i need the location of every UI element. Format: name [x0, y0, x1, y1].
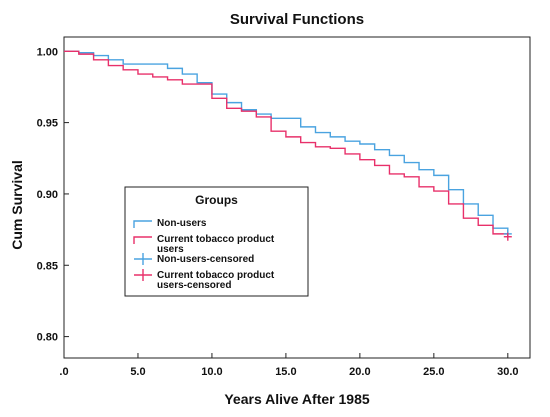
censored-markers [503, 229, 512, 241]
legend-label: Current tobacco product [157, 270, 275, 281]
legend-title: Groups [195, 193, 238, 207]
series-lines [64, 50, 509, 237]
x-tick-label: .0 [59, 366, 68, 378]
ticks: .0 5.0 10.0 15.0 20.0 25.0 30.0 1.00 0.95 0.90 0.8… [37, 46, 519, 378]
y-tick-label: 0.95 [37, 118, 58, 130]
axes [63, 36, 531, 359]
x-tick-label: 15.0 [275, 366, 296, 378]
legend-step-swatch [133, 220, 152, 228]
y-tick-label: 0.85 [37, 260, 58, 272]
legend-label: Non-users [157, 218, 207, 229]
x-tick-label: 30.0 [497, 366, 518, 378]
legend-item: Non-users-censored [134, 253, 254, 265]
y-axis-label: Cum Survival [9, 160, 25, 249]
x-tick-label: 25.0 [423, 366, 444, 378]
x-tick-label: 5.0 [130, 366, 145, 378]
legend-label: users [157, 244, 184, 255]
x-axis-label: Years Alive After 1985 [224, 391, 369, 407]
series-line-non-users [64, 50, 509, 234]
legend-box [124, 186, 309, 297]
legend-item: Non-users [133, 218, 207, 229]
y-tick-label: 0.90 [37, 189, 58, 201]
legend-step-swatch [133, 236, 152, 244]
legend-label: Non-users-censored [157, 254, 254, 265]
y-tick-label: 0.80 [37, 332, 58, 344]
legend-label: Current tobacco product [157, 234, 275, 245]
x-tick-label: 10.0 [201, 366, 222, 378]
plot-frame [63, 36, 531, 359]
censored-point [503, 232, 512, 241]
y-tick-label: 1.00 [37, 46, 58, 58]
x-tick-label: 20.0 [349, 366, 370, 378]
legend-label: users-censored [157, 280, 231, 291]
series-line-tobacco-users [64, 50, 509, 237]
chart-title: Survival Functions [230, 11, 364, 28]
